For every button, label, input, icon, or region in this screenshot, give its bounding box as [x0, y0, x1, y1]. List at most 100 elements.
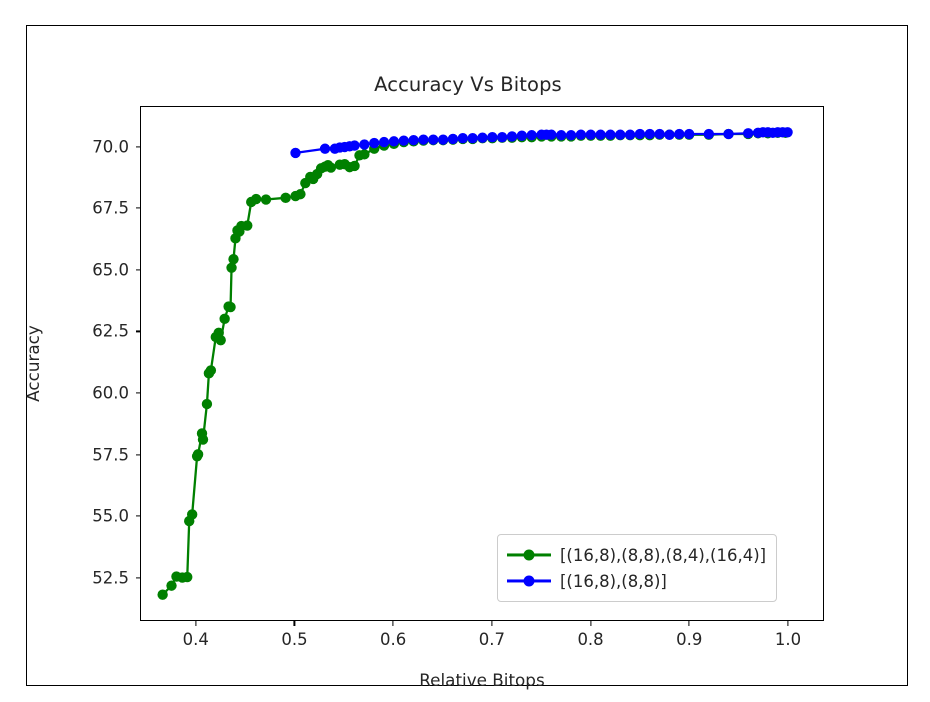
data-point	[250, 193, 262, 205]
plot-series-canvas	[157, 127, 793, 600]
y-tick-label: 60.0	[92, 383, 129, 403]
y-tick-mark	[135, 392, 140, 394]
data-point	[418, 134, 429, 145]
x-axis-label: Relative Bitops	[419, 670, 545, 690]
chart-legend: [(16,8),(8,8),(8,4),(16,4)] [(16,8),(8,8…	[497, 534, 778, 602]
data-point	[654, 128, 665, 140]
y-tick-label: 70.0	[92, 137, 129, 157]
data-point	[219, 313, 230, 325]
legend-item-label: [(16,8),(8,8)]	[560, 571, 667, 591]
y-tick-mark	[135, 515, 140, 517]
data-point	[325, 162, 337, 173]
legend-dot-0	[523, 549, 535, 561]
data-point	[447, 133, 459, 145]
x-tick-label: 0.6	[380, 630, 407, 649]
x-tick-label: 1.0	[774, 630, 802, 649]
data-point	[624, 129, 636, 140]
data-point	[388, 136, 400, 147]
data-point	[634, 128, 646, 140]
data-point	[605, 129, 616, 140]
data-point	[457, 132, 468, 144]
x-tick-mark	[589, 621, 592, 626]
data-point	[369, 137, 380, 149]
y-tick-mark	[135, 454, 140, 456]
data-point	[467, 132, 478, 144]
y-tick-mark	[135, 330, 140, 333]
x-tick-label: 0.5	[281, 630, 308, 649]
legend-item[interactable]: [(16,8),(8,8),(8,4),(16,4)]	[507, 542, 766, 568]
data-point	[782, 127, 793, 138]
data-point	[595, 129, 606, 140]
data-point	[197, 434, 209, 445]
y-tick-label: 57.5	[92, 445, 129, 465]
x-tick-mark	[195, 621, 197, 626]
x-tick-mark	[392, 621, 394, 626]
data-point	[319, 143, 331, 154]
chart-title: Accuracy Vs Bitops	[374, 73, 562, 96]
data-point	[186, 509, 198, 520]
data-point	[228, 254, 239, 265]
data-point	[290, 147, 301, 159]
y-tick-mark	[135, 269, 140, 271]
data-point	[546, 129, 557, 140]
data-point	[565, 130, 577, 141]
data-point	[205, 365, 217, 376]
y-axis-label: Accuracy	[23, 325, 43, 402]
series-group-1	[290, 127, 793, 159]
x-tick-label: 0.8	[577, 630, 604, 649]
data-point	[260, 194, 272, 205]
y-tick-label: 62.5	[92, 321, 129, 341]
y-tick-label: 52.5	[92, 568, 129, 588]
data-point	[683, 128, 695, 140]
data-point	[703, 128, 715, 140]
x-tick-mark	[491, 621, 493, 626]
data-point	[615, 129, 626, 140]
data-point	[644, 128, 655, 140]
data-point	[585, 129, 596, 140]
data-point	[437, 134, 449, 145]
data-point	[664, 129, 675, 140]
data-point	[506, 131, 518, 142]
y-tick-label: 55.0	[92, 506, 129, 526]
data-point	[477, 132, 488, 143]
y-tick-mark	[135, 146, 140, 148]
data-point	[226, 262, 237, 273]
data-point	[496, 132, 508, 143]
x-tick-mark	[688, 621, 690, 626]
data-point	[575, 129, 587, 140]
plot-axes	[140, 106, 824, 621]
x-tick-label: 0.4	[182, 630, 209, 649]
data-point	[349, 140, 360, 151]
data-point	[215, 335, 226, 346]
data-point	[359, 139, 370, 150]
x-tick-mark	[293, 621, 296, 626]
data-point	[359, 149, 370, 160]
data-point	[157, 589, 168, 600]
y-tick-mark	[135, 207, 140, 209]
data-point	[487, 132, 498, 143]
series-group-0	[157, 127, 791, 600]
data-point	[743, 128, 754, 139]
data-point	[280, 192, 291, 203]
data-point	[674, 128, 685, 140]
x-tick-label: 0.9	[676, 630, 703, 649]
data-point	[556, 130, 567, 141]
data-point	[516, 130, 528, 141]
data-point	[201, 398, 213, 410]
x-tick-label: 0.7	[478, 630, 505, 649]
data-point	[182, 571, 193, 583]
y-tick-label: 65.0	[92, 260, 129, 280]
legend-item[interactable]: [(16,8),(8,8)]	[507, 568, 766, 594]
data-point	[295, 188, 306, 200]
data-point	[349, 160, 360, 172]
y-tick-mark	[135, 577, 140, 579]
data-point	[408, 134, 419, 146]
legend-dot-1	[523, 575, 535, 587]
x-tick-mark	[787, 621, 789, 626]
legend-marker-icon	[507, 548, 551, 562]
data-point	[526, 130, 537, 141]
data-point	[398, 135, 409, 146]
legend-marker-icon	[507, 574, 551, 588]
data-point	[428, 134, 439, 145]
y-tick-label: 67.5	[92, 198, 129, 218]
